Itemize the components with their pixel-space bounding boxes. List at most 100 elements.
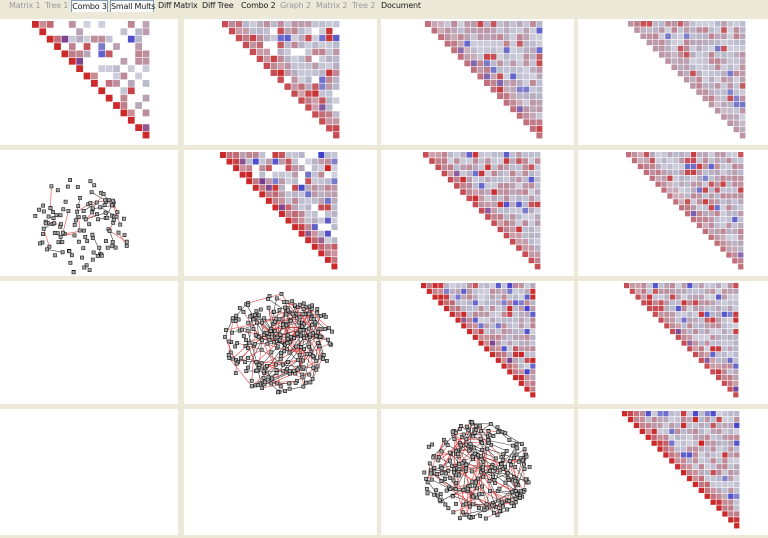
graph-node[interactable] bbox=[76, 204, 81, 209]
graph-node[interactable] bbox=[261, 369, 266, 374]
graph-node[interactable] bbox=[110, 240, 115, 244]
graph-node[interactable] bbox=[492, 510, 496, 515]
graph-node[interactable] bbox=[259, 347, 264, 352]
graph-node[interactable] bbox=[281, 362, 285, 367]
graph-node[interactable] bbox=[269, 381, 274, 386]
graph-node[interactable] bbox=[471, 502, 476, 507]
graph-node[interactable] bbox=[300, 375, 305, 380]
graph-node[interactable] bbox=[47, 244, 52, 249]
graph-node[interactable] bbox=[282, 300, 287, 305]
graph-node[interactable] bbox=[255, 320, 259, 325]
graph-node[interactable] bbox=[66, 209, 71, 213]
graph-node[interactable] bbox=[477, 506, 481, 511]
graph-node[interactable] bbox=[97, 245, 102, 250]
graph-node[interactable] bbox=[43, 221, 48, 226]
graph-node[interactable] bbox=[33, 214, 38, 218]
graph-node[interactable] bbox=[311, 365, 316, 370]
graph-node[interactable] bbox=[95, 254, 100, 258]
graph-node[interactable] bbox=[226, 353, 231, 357]
graph-node[interactable] bbox=[310, 377, 315, 381]
graph-node[interactable] bbox=[467, 514, 472, 519]
graph-node[interactable] bbox=[90, 232, 95, 237]
graph-node[interactable] bbox=[254, 309, 259, 314]
graph-node[interactable] bbox=[249, 384, 254, 389]
panel-matrix[interactable] bbox=[381, 150, 574, 276]
graph-node[interactable] bbox=[278, 332, 283, 337]
graph-node[interactable] bbox=[116, 230, 121, 235]
graph-node[interactable] bbox=[71, 270, 76, 275]
graph-node[interactable] bbox=[68, 178, 73, 182]
graph-node[interactable] bbox=[467, 448, 472, 453]
graph-node[interactable] bbox=[51, 210, 55, 214]
graph-node[interactable] bbox=[41, 209, 46, 214]
graph-node[interactable] bbox=[464, 442, 469, 447]
graph-node[interactable] bbox=[248, 314, 253, 319]
graph-node[interactable] bbox=[61, 230, 65, 235]
panel-matrix[interactable] bbox=[578, 409, 768, 535]
graph-node[interactable] bbox=[456, 451, 461, 456]
graph-node[interactable] bbox=[274, 362, 279, 367]
graph-node[interactable] bbox=[454, 430, 458, 435]
graph-node[interactable] bbox=[243, 360, 248, 365]
graph-node[interactable] bbox=[505, 471, 510, 476]
graph-node[interactable] bbox=[301, 307, 306, 312]
graph-node[interactable] bbox=[96, 217, 101, 222]
graph-node[interactable] bbox=[296, 320, 301, 325]
graph-node[interactable] bbox=[257, 363, 262, 367]
graph-node[interactable] bbox=[290, 312, 295, 317]
graph-node[interactable] bbox=[81, 246, 86, 251]
tab-tree-2[interactable]: Tree 2 bbox=[352, 1, 376, 10]
graph-node[interactable] bbox=[474, 424, 478, 429]
graph-node[interactable] bbox=[37, 207, 41, 212]
graph-node[interactable] bbox=[460, 461, 465, 466]
graph-node[interactable] bbox=[90, 236, 95, 240]
graph-node[interactable] bbox=[459, 424, 463, 428]
graph-node[interactable] bbox=[249, 378, 254, 383]
graph-node[interactable] bbox=[90, 210, 95, 215]
graph-node[interactable] bbox=[101, 192, 106, 196]
graph-node[interactable] bbox=[432, 492, 437, 497]
graph-node[interactable] bbox=[286, 308, 290, 313]
graph-node[interactable] bbox=[447, 450, 452, 455]
graph-node[interactable] bbox=[273, 319, 277, 324]
graph-node[interactable] bbox=[426, 444, 431, 449]
graph-node[interactable] bbox=[297, 353, 302, 357]
graph-node[interactable] bbox=[283, 305, 287, 310]
graph-node[interactable] bbox=[251, 327, 256, 331]
graph-node[interactable] bbox=[325, 359, 329, 363]
graph-node[interactable] bbox=[481, 474, 486, 479]
graph-node[interactable] bbox=[493, 465, 497, 470]
graph-node[interactable] bbox=[427, 461, 432, 466]
graph-node[interactable] bbox=[511, 443, 515, 448]
graph-node[interactable] bbox=[266, 305, 271, 310]
graph-node[interactable] bbox=[241, 333, 246, 338]
graph-node[interactable] bbox=[454, 449, 459, 454]
graph-node[interactable] bbox=[515, 492, 519, 497]
graph-node[interactable] bbox=[103, 198, 108, 203]
panel-graph[interactable] bbox=[184, 281, 377, 404]
graph-node[interactable] bbox=[441, 437, 446, 442]
graph-node[interactable] bbox=[253, 313, 257, 317]
graph-node[interactable] bbox=[38, 241, 42, 246]
graph-node[interactable] bbox=[246, 302, 251, 307]
graph-node[interactable] bbox=[87, 222, 92, 227]
graph-node[interactable] bbox=[246, 356, 250, 360]
graph-node[interactable] bbox=[486, 438, 491, 443]
graph-node[interactable] bbox=[446, 468, 451, 473]
graph-node[interactable] bbox=[444, 488, 449, 493]
graph-node[interactable] bbox=[113, 245, 118, 250]
panel-matrix[interactable] bbox=[184, 19, 377, 145]
graph-node[interactable] bbox=[111, 198, 116, 203]
graph-node[interactable] bbox=[448, 458, 452, 463]
graph-node[interactable] bbox=[270, 376, 275, 381]
graph-node[interactable] bbox=[265, 341, 270, 346]
graph-node[interactable] bbox=[314, 358, 319, 363]
graph-node[interactable] bbox=[278, 357, 283, 362]
graph-node[interactable] bbox=[81, 209, 86, 213]
graph-node[interactable] bbox=[88, 179, 93, 184]
graph-node[interactable] bbox=[443, 502, 448, 507]
graph-node[interactable] bbox=[484, 502, 489, 507]
tab-diff-matrix[interactable]: Diff Matrix bbox=[158, 1, 198, 10]
graph-node[interactable] bbox=[428, 468, 433, 473]
graph-node[interactable] bbox=[52, 221, 57, 226]
